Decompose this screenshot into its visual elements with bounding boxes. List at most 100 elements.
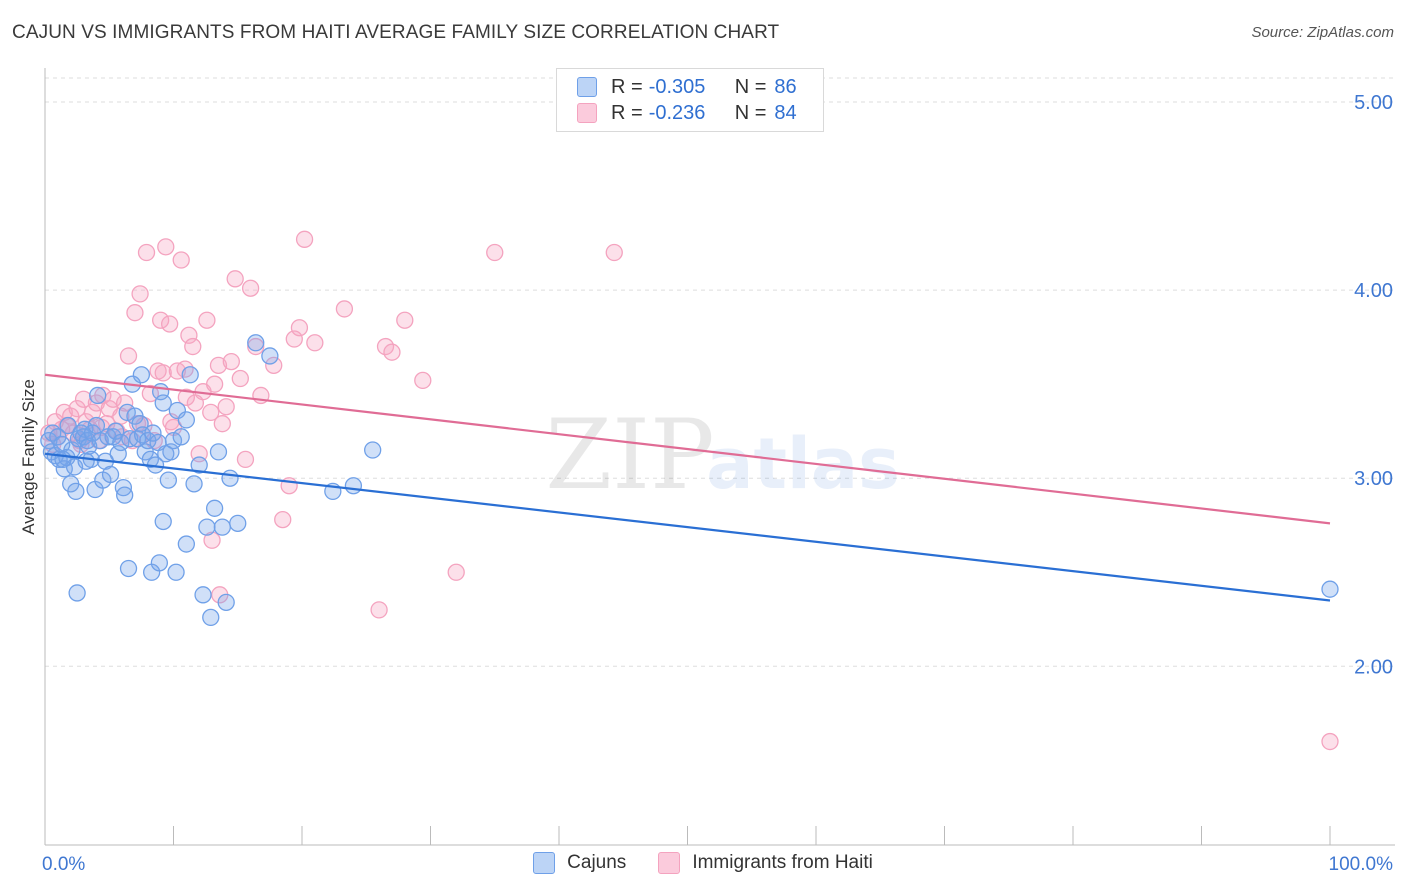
legend-row-cajuns: R = -0.305 N = 86	[577, 74, 797, 100]
haiti-point	[151, 311, 170, 329]
legend-r-value: -0.305	[648, 75, 706, 98]
haiti-point	[1321, 732, 1339, 751]
haiti-point	[160, 315, 179, 333]
cajuns-trend-line	[44, 452, 1331, 602]
haiti-point	[486, 243, 504, 262]
cajuns-point	[77, 452, 95, 470]
haiti-point	[295, 230, 314, 248]
cajuns-point	[198, 518, 216, 536]
legend-r-label: R =	[611, 101, 643, 124]
haiti-point	[198, 311, 216, 329]
cajuns-point	[67, 482, 85, 501]
haiti-point	[172, 251, 190, 269]
cajuns-point	[172, 428, 190, 446]
legend-label-cajuns: Cajuns	[567, 852, 627, 873]
legend-item-haiti[interactable]: Immigrants from Haiti	[658, 852, 873, 874]
haiti-point	[119, 347, 138, 365]
cajuns-point	[132, 366, 151, 384]
axes	[44, 68, 1395, 846]
cajuns-point	[87, 416, 106, 435]
haiti-point	[83, 403, 102, 422]
cajuns-point	[154, 394, 172, 412]
legend-swatch-cajuns	[577, 77, 597, 97]
haiti-point	[231, 369, 249, 388]
cajuns-point	[116, 486, 134, 504]
cajuns-point	[112, 433, 130, 452]
legend-swatch-haiti	[658, 852, 681, 874]
legend-swatch-cajuns	[533, 852, 556, 874]
haiti-point	[203, 531, 221, 549]
cajuns-point	[194, 586, 212, 604]
cajuns-point	[159, 471, 178, 489]
chart-source: Source: ZipAtlas.com	[1251, 24, 1394, 41]
haiti-point	[247, 337, 265, 356]
haiti-point	[217, 398, 235, 416]
haiti-point	[241, 279, 260, 297]
y-axis-label: Average Family Size	[19, 379, 38, 535]
haiti-point	[157, 238, 175, 256]
cajuns-point	[217, 593, 235, 612]
haiti-point	[370, 601, 388, 619]
legend-swatch-haiti	[577, 103, 597, 123]
cajuns-point	[68, 584, 86, 602]
series-legend: Cajuns Immigrants from Haiti	[0, 852, 1406, 874]
haiti-point	[236, 450, 255, 469]
cajuns-point	[54, 450, 72, 469]
haiti-point	[274, 510, 292, 529]
y-tick-label: 4.00	[1354, 280, 1393, 302]
legend-n-label: N =	[734, 101, 767, 124]
haiti-point	[290, 319, 309, 337]
haiti-point	[126, 304, 144, 322]
y-tick-label: 3.00	[1354, 468, 1393, 490]
haiti-point	[213, 415, 231, 433]
cajuns-point	[177, 535, 196, 553]
cajuns-point	[177, 411, 196, 429]
legend-item-cajuns[interactable]: Cajuns	[533, 852, 626, 874]
x-tick-label-min: 0.0%	[42, 854, 85, 875]
cajuns-point	[101, 465, 120, 484]
cajuns-point	[167, 563, 185, 581]
haiti-point	[447, 563, 465, 581]
cajuns-point	[213, 518, 231, 536]
haiti-point	[205, 375, 224, 393]
cajuns-point	[181, 366, 199, 384]
trend-lines	[44, 373, 1331, 602]
haiti-point	[265, 356, 283, 375]
chart-title: CAJUN VS IMMIGRANTS FROM HAITI AVERAGE F…	[12, 22, 780, 43]
haiti-point	[414, 371, 432, 390]
haiti-point	[306, 334, 324, 352]
cajuns-point	[209, 443, 228, 461]
haiti-point	[383, 343, 401, 361]
cajuns-point	[229, 514, 247, 533]
cajuns-point	[53, 435, 71, 454]
y-tick-label: 5.00	[1354, 92, 1393, 114]
haiti-point	[396, 311, 414, 329]
gridlines	[45, 77, 1395, 667]
cajuns-point	[59, 416, 77, 435]
haiti-point	[154, 364, 172, 382]
watermark-zip: ZIP	[545, 399, 714, 511]
legend-n-value: 84	[774, 101, 797, 124]
haiti-point	[335, 300, 354, 318]
legend-row-haiti: R = -0.236 N = 84	[577, 100, 797, 126]
cajuns-point	[185, 475, 203, 493]
haiti-point	[605, 243, 623, 262]
haiti-point	[226, 270, 244, 288]
y-tick-label: 2.00	[1354, 656, 1393, 678]
cajuns-point	[190, 456, 208, 474]
haiti-point	[184, 337, 202, 356]
cajuns-point	[205, 499, 224, 517]
haiti-point	[180, 326, 198, 344]
tick-labels: 2.00 3.00 4.00 5.00 0.0% 100.0%	[42, 92, 1393, 875]
cajuns-point	[144, 424, 162, 442]
legend-label-haiti: Immigrants from Haiti	[692, 852, 873, 873]
haiti-point	[209, 356, 228, 375]
haiti-trend-line	[44, 373, 1331, 525]
x-tick-label-max: 100.0%	[1329, 854, 1394, 875]
legend-n-label: N =	[734, 75, 767, 98]
cajuns-point	[221, 469, 239, 487]
haiti-point	[202, 403, 220, 422]
cajuns-point	[247, 334, 265, 352]
cajuns-point	[344, 477, 363, 495]
